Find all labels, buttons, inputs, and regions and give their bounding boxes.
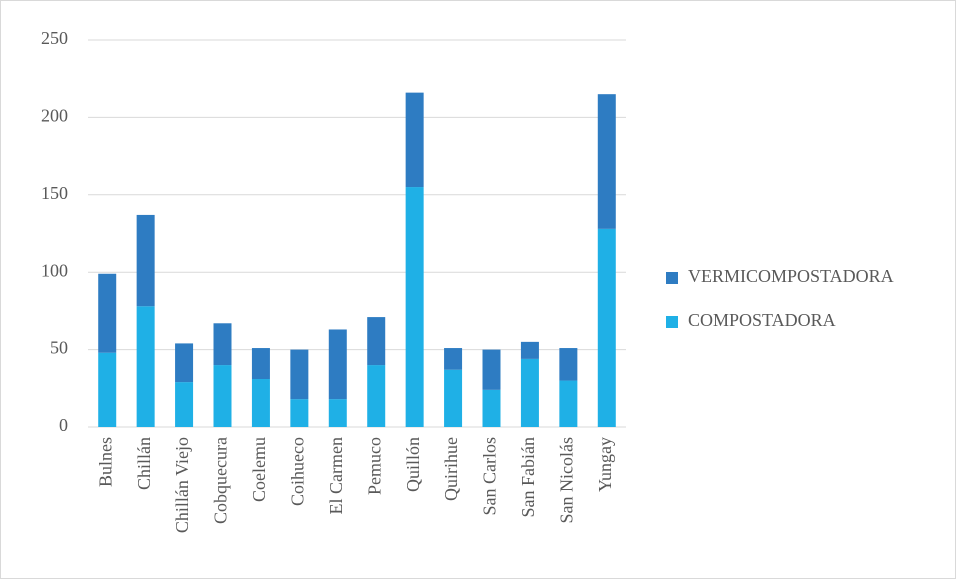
bar-segment [367,317,386,366]
bar-segment [136,214,155,307]
x-tick-label: Quirihue [441,437,461,501]
x-tick-label: San Carlos [480,437,500,516]
y-tick-label: 250 [41,28,68,48]
bar-segment [328,329,347,400]
bar-segment [136,306,155,427]
bar-segment [559,348,578,381]
x-tick-label: Cobquecura [211,437,231,524]
x-tick-label: Coihueco [287,437,307,506]
bar-segment [175,343,194,383]
legend-swatch [666,316,678,328]
bar-segment [444,348,463,370]
y-tick-label: 50 [50,338,68,358]
bar-segment [98,273,117,353]
x-tick-label: Yungay [595,437,615,492]
x-tick-label: Chillán Viejo [172,437,192,533]
legend-swatch [666,272,678,284]
bar-segment [251,348,270,380]
y-tick-label: 150 [41,183,68,203]
bar-segment [251,379,270,427]
x-tick-label: Pemuco [364,437,384,495]
x-tick-label: Bulnes [95,437,115,487]
y-tick-label: 0 [59,415,68,435]
x-tick-label: Coelemu [249,437,269,502]
bar-segment [213,323,232,366]
x-tick-label: Quillón [403,437,423,492]
bar-segment [520,341,539,359]
legend-label: COMPOSTADORA [688,310,836,330]
x-tick-label: San Nicolás [556,437,576,523]
bar-segment [213,365,232,427]
bar-segment [482,349,501,390]
bar-segment [444,369,463,427]
bar-segment [175,382,194,427]
bar-segment [405,92,424,188]
bar-segment [98,352,117,427]
bar-segment [482,389,501,427]
y-tick-label: 200 [41,106,68,126]
x-tick-label: El Carmen [326,437,346,514]
bar-segment [597,94,616,229]
legend-label: VERMICOMPOSTADORA [688,266,894,286]
y-tick-label: 100 [41,260,68,280]
bar-segment [405,187,424,427]
bar-segment [559,380,578,427]
x-tick-label: Chillán [134,437,154,490]
bar-segment [367,365,386,427]
bar-segment [290,399,309,427]
bar-segment [328,399,347,427]
bar-segment [597,228,616,427]
bar-segment [290,349,309,400]
bar-segment [520,358,539,427]
x-tick-label: San Fabián [518,437,538,518]
